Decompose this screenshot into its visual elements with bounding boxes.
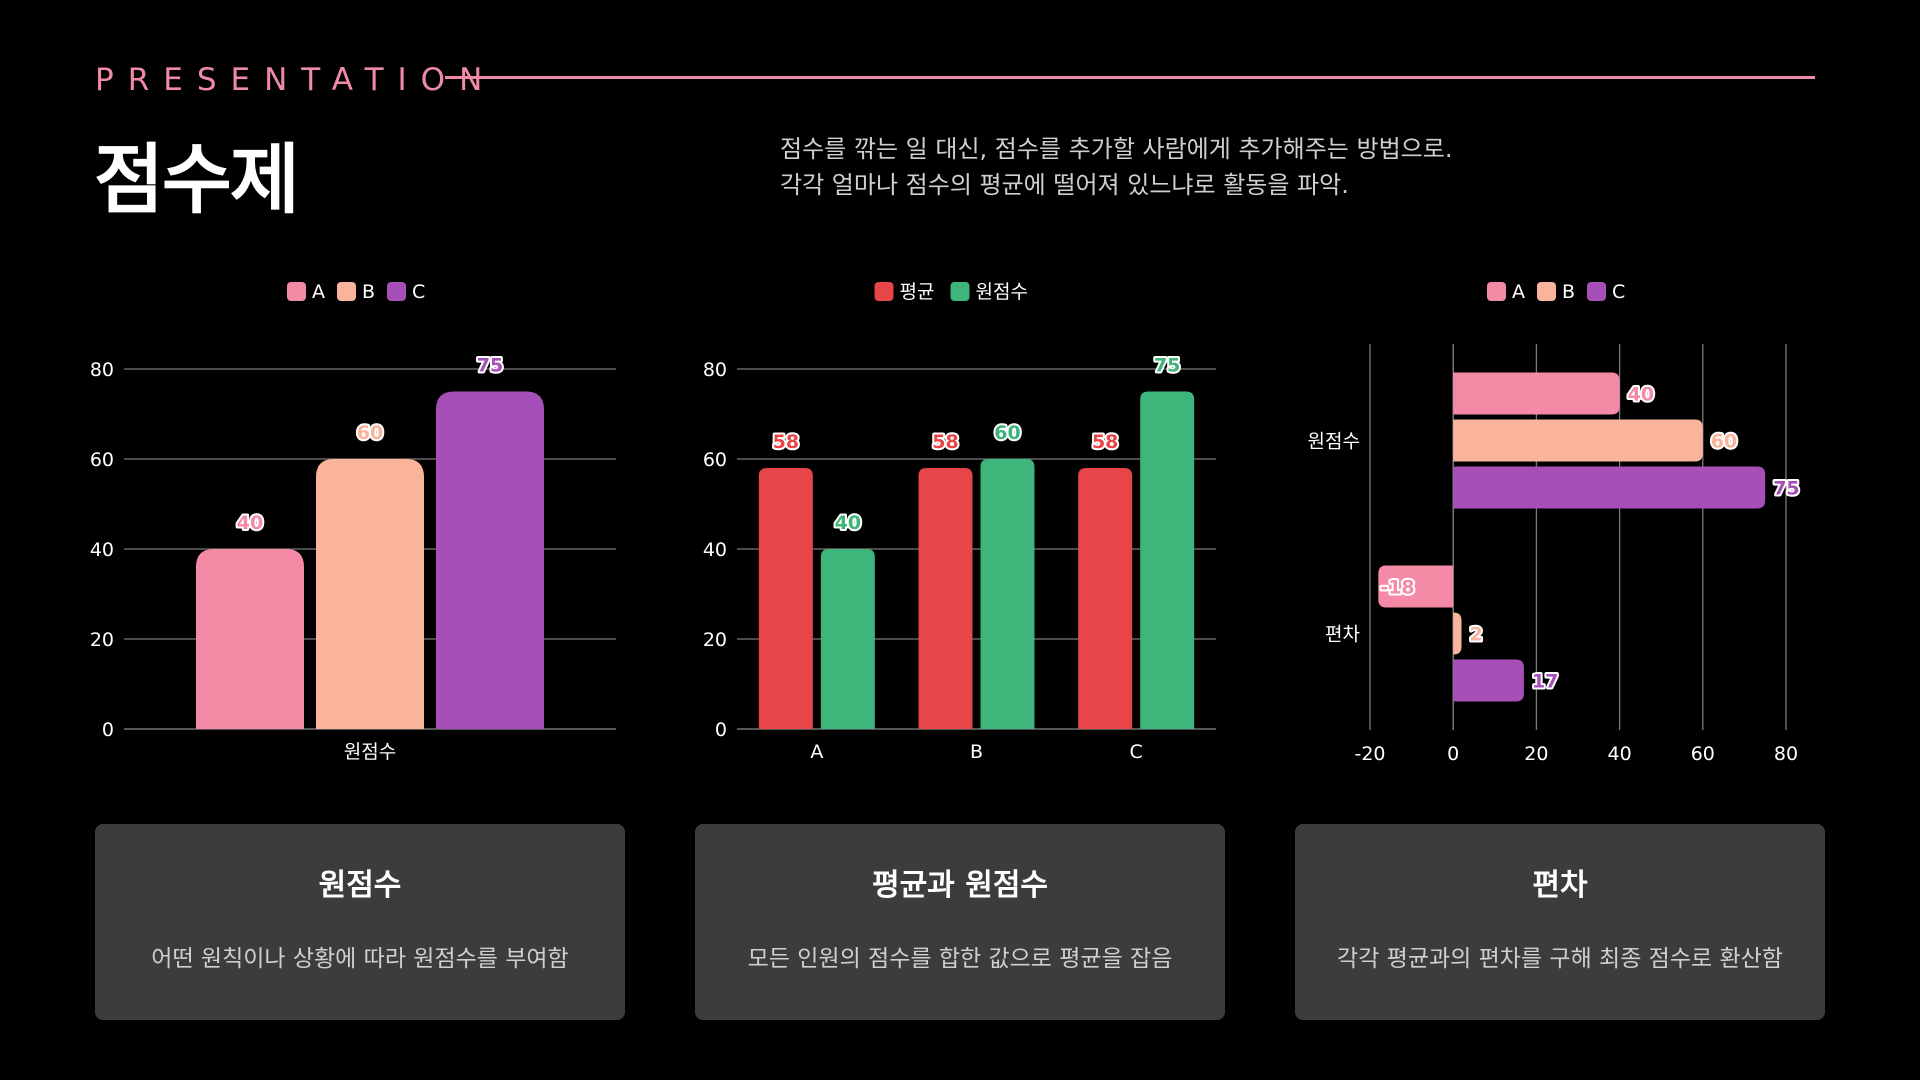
legend-swatch-A [1487, 282, 1506, 301]
y-tick-label-60: 60 [90, 449, 114, 471]
legend-label-C: C [412, 281, 425, 303]
chart-raw-score: A B C 0 20 40 60 80 40 60 75 원점수 [70, 270, 670, 770]
legend-swatch-C [1587, 282, 1606, 301]
card-title: 원점수 [318, 868, 402, 903]
legend-label-원점수: 원점수 [976, 281, 1028, 303]
x-tick-label--20: -20 [1354, 743, 1385, 765]
data-label-C-원점수: 75 [477, 355, 503, 377]
page-title: 점수제 [94, 135, 300, 224]
bar-평균-A [758, 468, 813, 729]
subtitle-line-1: 점수를 깎는 일 대신, 점수를 추가할 사람에게 추가해주는 방법으로. [780, 135, 1453, 163]
x-tick-label-60: 60 [1691, 743, 1715, 765]
bar-원점수-A [820, 549, 875, 729]
x-tick-label-0: 0 [1447, 743, 1459, 765]
data-label-A-원점수: 40 [1628, 384, 1654, 406]
page-subtitle: 점수를 깎는 일 대신, 점수를 추가할 사람에게 추가해주는 방법으로. 각각… [780, 131, 1452, 203]
bar-A-원점수 [196, 549, 304, 729]
card-raw-score: 원점수 어떤 원칙이나 상황에 따라 원점수를 부여함 [95, 824, 625, 1020]
data-label-평균-A: 58 [773, 431, 799, 453]
subtitle-line-2: 각각 얼마나 점수의 평균에 떨어져 있느냐로 활동을 파악. [780, 171, 1349, 199]
bar-B-원점수 [1453, 419, 1703, 462]
bar-B-원점수 [316, 459, 424, 729]
y-tick-label-40: 40 [90, 539, 114, 561]
bar-원점수-C [1140, 391, 1195, 729]
data-label-B-원점수: 60 [1711, 431, 1737, 453]
legend-swatch-C [387, 282, 406, 301]
data-label-B-편차: 2 [1470, 624, 1483, 646]
y-tick-label-80: 80 [703, 359, 727, 381]
data-label-B-원점수: 60 [357, 422, 383, 444]
card-title: 편차 [1532, 868, 1588, 903]
bar-B-편차 [1453, 612, 1462, 655]
card-description: 각각 평균과의 편차를 구해 최종 점수로 환산함 [1337, 946, 1783, 972]
y-tick-label-80: 80 [90, 359, 114, 381]
y-tick-label-20: 20 [90, 629, 114, 651]
chart-raw-score-svg: A B C 0 20 40 60 80 40 60 75 원점수 [90, 281, 616, 763]
x-tick-label-80: 80 [1774, 743, 1798, 765]
x-tick-label-20: 20 [1524, 743, 1548, 765]
data-label-원점수-B: 60 [994, 422, 1020, 444]
header-rule [445, 76, 1815, 79]
x-tick-label-A: A [810, 741, 823, 763]
card-description: 어떤 원칙이나 상황에 따라 원점수를 부여함 [151, 946, 569, 972]
data-label-C-편차: 17 [1532, 671, 1558, 693]
x-tick-label-40: 40 [1608, 743, 1632, 765]
legend-swatch-평균 [874, 282, 894, 301]
bar-C-편차 [1453, 659, 1524, 702]
card-description: 모든 인원의 점수를 합한 값으로 평균을 잡음 [747, 946, 1173, 972]
chart-deviation-svg: A B C -20 0 20 40 60 80 40 60 75 원점수 -18 2 17 편차 [1308, 281, 1802, 765]
legend-swatch-원점수 [950, 282, 970, 301]
bar-원점수-B [980, 459, 1035, 729]
legend-swatch-A [287, 282, 306, 301]
legend-label-C: C [1612, 281, 1625, 303]
data-label-A-원점수: 40 [237, 512, 263, 534]
y-tick-label-60: 60 [703, 449, 727, 471]
y-tick-label-편차: 편차 [1325, 624, 1360, 646]
chart-average-vs-raw-svg: 평균 원점수 0 20 40 60 80 58 40 A 58 60 B 58 75 C [703, 281, 1216, 763]
chart-average-vs-raw: 평균 원점수 0 20 40 60 80 58 40 A 58 60 B 58 75 C [670, 270, 1270, 770]
data-label-원점수-A: 40 [835, 512, 861, 534]
presentation-kicker: PRESENTATION [95, 62, 497, 98]
legend-label-A: A [1512, 281, 1525, 303]
bar-A-원점수 [1453, 372, 1620, 415]
card-title: 평균과 원점수 [871, 868, 1049, 903]
card-average-vs-raw: 평균과 원점수 모든 인원의 점수를 합한 값으로 평균을 잡음 [695, 824, 1225, 1020]
legend-label-평균: 평균 [900, 281, 935, 303]
legend-swatch-B [337, 282, 356, 301]
bar-C-원점수 [436, 391, 544, 729]
legend-label-B: B [1562, 281, 1575, 303]
x-tick-label-C: C [1130, 741, 1143, 763]
y-tick-label-40: 40 [703, 539, 727, 561]
data-label-평균-B: 58 [932, 431, 958, 453]
bar-A-편차 [1378, 565, 1454, 608]
y-tick-label-0: 0 [102, 719, 114, 741]
card-deviation: 편차 각각 평균과의 편차를 구해 최종 점수로 환산함 [1295, 824, 1825, 1020]
bar-평균-B [918, 468, 973, 729]
x-tick-label-원점수: 원점수 [344, 741, 396, 763]
chart-deviation: A B C -20 0 20 40 60 80 40 60 75 원점수 -18 2 17 편차 [1270, 270, 1870, 770]
x-tick-label-B: B [970, 741, 983, 763]
data-label-원점수-C: 75 [1154, 355, 1180, 377]
legend-swatch-B [1537, 282, 1556, 301]
legend-label-A: A [312, 281, 325, 303]
bar-C-원점수 [1453, 466, 1766, 509]
legend-label-B: B [362, 281, 375, 303]
y-tick-label-0: 0 [715, 719, 727, 741]
y-tick-label-20: 20 [703, 629, 727, 651]
data-label-C-원점수: 75 [1773, 478, 1799, 500]
data-label-평균-C: 58 [1092, 431, 1118, 453]
data-label-A-편차: -18 [1380, 577, 1414, 599]
bar-평균-C [1078, 468, 1133, 729]
y-tick-label-원점수: 원점수 [1308, 431, 1360, 453]
